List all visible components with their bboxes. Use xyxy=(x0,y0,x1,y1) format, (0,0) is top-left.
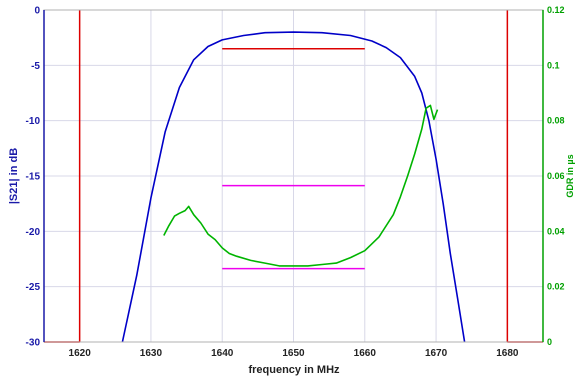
y-tick-label-4: -20 xyxy=(26,227,41,238)
right-axis: 0.12 0.1 0.08 0.06 0.04 0.02 0 xyxy=(542,5,565,347)
y-axis-label: |S21| in dB xyxy=(8,148,20,204)
y2-tick-label-2: 0.08 xyxy=(547,116,565,126)
y-tick-label-3: -15 xyxy=(26,172,41,183)
y2-axis-label: GDR in µs xyxy=(565,154,575,197)
y2-tick-label-0: 0.12 xyxy=(547,5,565,15)
gdr-series-line xyxy=(163,104,439,267)
left-axis: 0 -5 -10 -15 -20 -25 -30 xyxy=(26,6,45,349)
y-tick-label-2: -10 xyxy=(26,116,41,127)
x-axis: 1620 1630 1640 1650 1660 1670 1680 xyxy=(69,348,519,359)
x-tick-label-3: 1650 xyxy=(282,348,305,359)
y-tick-label-5: -25 xyxy=(26,282,41,293)
y2-tick-label-4: 0.04 xyxy=(547,226,565,236)
y2-tick-label-5: 0.02 xyxy=(547,282,565,292)
y-tick-label-1: -5 xyxy=(31,61,40,72)
x-tick-label-5: 1670 xyxy=(425,348,448,359)
x-tick-label-0: 1620 xyxy=(69,348,92,359)
s21-series-line xyxy=(121,31,466,343)
data-series xyxy=(121,31,466,343)
x-tick-label-6: 1680 xyxy=(496,348,519,359)
y2-tick-label-6: 0 xyxy=(547,337,552,347)
x-tick-label-1: 1630 xyxy=(140,348,163,359)
y-tick-label-0: 0 xyxy=(34,6,40,17)
y2-tick-label-1: 0.1 xyxy=(547,60,560,70)
y-tick-label-6: -30 xyxy=(26,338,41,349)
y2-tick-label-3: 0.06 xyxy=(547,171,565,181)
grid xyxy=(44,9,543,343)
x-tick-label-4: 1660 xyxy=(354,348,377,359)
x-tick-label-2: 1640 xyxy=(211,348,234,359)
x-axis-label: frequency in MHz xyxy=(248,364,340,376)
